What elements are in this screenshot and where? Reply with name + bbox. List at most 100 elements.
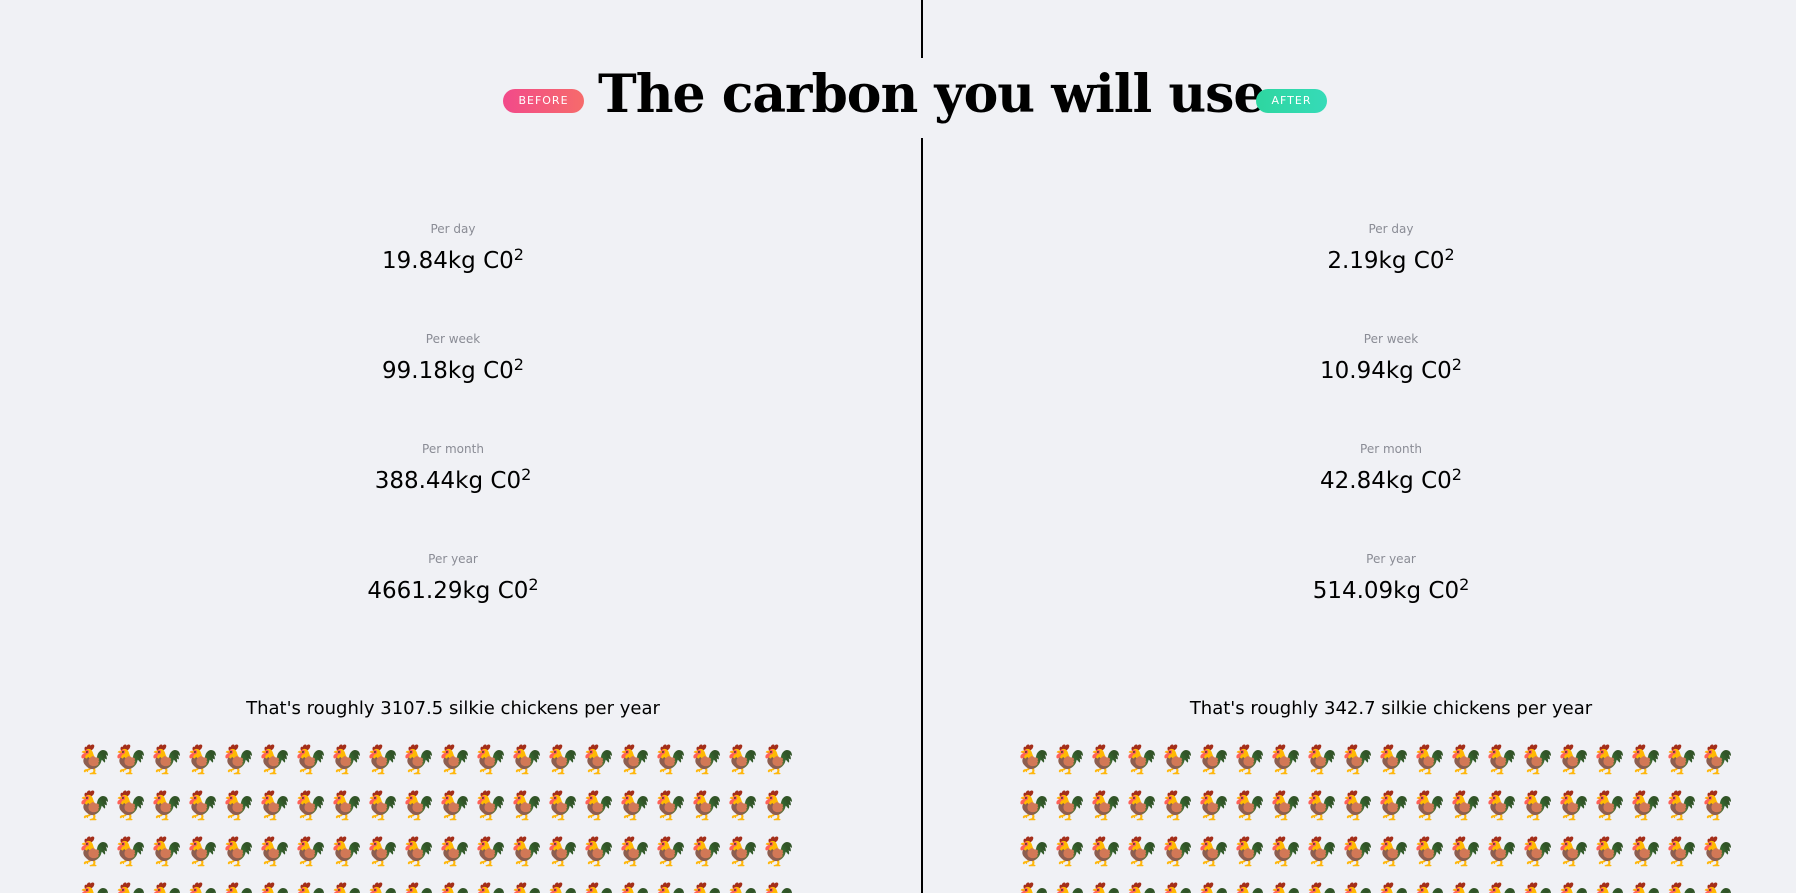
chicken-icon: 🐓 [1591, 835, 1627, 868]
chicken-icon: 🐓 [1555, 743, 1591, 776]
chicken-icon: 🐓 [76, 743, 112, 776]
chicken-icon: 🐓 [328, 789, 364, 822]
stat-value: 10.94kg C02 [923, 355, 1796, 386]
stat-number: 514.09kg C0 [1312, 578, 1460, 604]
chicken-icon: 🐓 [1339, 878, 1375, 893]
chicken-icon: 🐓 [1195, 835, 1231, 868]
chicken-icon: 🐓 [1339, 743, 1375, 776]
chicken-icon: 🐓 [1447, 789, 1483, 822]
chicken-icon: 🐓 [1087, 743, 1123, 776]
chicken-icon: 🐓 [1231, 835, 1267, 868]
chicken-icon: 🐓 [1195, 878, 1231, 893]
chicken-icon: 🐓 [1267, 743, 1303, 776]
chicken-icon: 🐓 [364, 789, 400, 822]
before-chicken-grid: 🐓 🐓 🐓 🐓 🐓 🐓 🐓 🐓 🐓 🐓 🐓 🐓 🐓 🐓 🐓 🐓 🐓 🐓 🐓 🐓 🐓 🐓 🐓 🐓 🐓 🐓 🐓 🐓 🐓 🐓 🐓 🐓 🐓 🐓 🐓 🐓 🐓 🐓 🐓 🐓… [76, 740, 796, 893]
chicken-icon: 🐓 [1663, 878, 1699, 893]
chicken-icon: 🐓 [1123, 789, 1159, 822]
chicken-icon: 🐓 [256, 835, 292, 868]
stat-number: 99.18kg C0 [382, 358, 514, 384]
stat-label: Per day [430, 222, 476, 236]
chicken-icon: 🐓 [472, 789, 508, 822]
chicken-icon: 🐓 [1663, 789, 1699, 822]
chicken-icon: 🐓 [1303, 743, 1339, 776]
chicken-icon: 🐓 [1663, 835, 1699, 868]
chicken-icon: 🐓 [1303, 835, 1339, 868]
stat-value: 4661.29kg C02 [0, 575, 906, 606]
chicken-icon: 🐓 [1015, 878, 1051, 893]
chicken-icon: 🐓 [112, 743, 148, 776]
chicken-icon: 🐓 [580, 878, 616, 893]
stat-superscript: 2 [1444, 245, 1455, 264]
chicken-icon: 🐓 [544, 743, 580, 776]
chicken-icon: 🐓 [1627, 835, 1663, 868]
chicken-icon: 🐓 [760, 743, 796, 776]
chicken-icon: 🐓 [1519, 878, 1555, 893]
chicken-icon: 🐓 [1159, 835, 1195, 868]
chicken-icon: 🐓 [1231, 743, 1267, 776]
chicken-icon: 🐓 [184, 743, 220, 776]
chicken-icon: 🐓 [256, 789, 292, 822]
chicken-icon: 🐓 [1627, 878, 1663, 893]
chicken-icon: 🐓 [76, 789, 112, 822]
chicken-icon: 🐓 [256, 743, 292, 776]
chicken-icon: 🐓 [328, 835, 364, 868]
chicken-icon: 🐓 [220, 835, 256, 868]
chicken-icon: 🐓 [1375, 878, 1411, 893]
chicken-icon: 🐓 [688, 743, 724, 776]
chicken-icon: 🐓 [436, 743, 472, 776]
chicken-icon: 🐓 [1483, 789, 1519, 822]
chicken-icon: 🐓 [652, 789, 688, 822]
chicken-icon: 🐓 [652, 835, 688, 868]
after-chickens-text: That's roughly 342.7 silkie chickens per… [1189, 698, 1593, 719]
before-badge: BEFORE [503, 89, 584, 113]
chicken-icon: 🐓 [1591, 789, 1627, 822]
chicken-icon: 🐓 [400, 878, 436, 893]
chicken-icon: 🐓 [148, 835, 184, 868]
stat-value: 514.09kg C02 [923, 575, 1796, 606]
chicken-icon: 🐓 [1051, 835, 1087, 868]
chicken-icon: 🐓 [472, 878, 508, 893]
chicken-icon: 🐓 [1555, 835, 1591, 868]
chicken-icon: 🐓 [1555, 789, 1591, 822]
chicken-icon: 🐓 [292, 835, 328, 868]
chicken-icon: 🐓 [508, 743, 544, 776]
chicken-icon: 🐓 [1087, 789, 1123, 822]
chicken-icon: 🐓 [292, 789, 328, 822]
chicken-icon: 🐓 [1519, 835, 1555, 868]
chicken-icon: 🐓 [328, 743, 364, 776]
stat-label: Per year [1366, 552, 1416, 566]
chicken-icon: 🐓 [76, 835, 112, 868]
after-stat-per-day: Per day 2.19kg C02 [923, 221, 1796, 276]
chicken-icon: 🐓 [1303, 878, 1339, 893]
chicken-icon: 🐓 [760, 789, 796, 822]
chicken-icon: 🐓 [580, 835, 616, 868]
chicken-icon: 🐓 [724, 878, 760, 893]
chicken-icon: 🐓 [1411, 743, 1447, 776]
page-title: The carbon you will use... [598, 64, 1318, 125]
chicken-icon: 🐓 [292, 878, 328, 893]
chicken-icon: 🐓 [1159, 743, 1195, 776]
stat-superscript: 2 [1451, 465, 1462, 484]
chicken-icon: 🐓 [1519, 789, 1555, 822]
chicken-icon: 🐓 [1267, 878, 1303, 893]
after-stat-per-month: Per month 42.84kg C02 [923, 441, 1796, 496]
chicken-icon: 🐓 [724, 789, 760, 822]
chicken-icon: 🐓 [616, 743, 652, 776]
stat-number: 2.19kg C0 [1327, 248, 1445, 274]
chicken-icon: 🐓 [1195, 789, 1231, 822]
chicken-icon: 🐓 [436, 789, 472, 822]
chicken-icon: 🐓 [544, 835, 580, 868]
stat-label: Per month [422, 442, 484, 456]
chicken-icon: 🐓 [1375, 789, 1411, 822]
chicken-icon: 🐓 [400, 835, 436, 868]
after-badge: AFTER [1256, 89, 1327, 113]
before-stat-per-month: Per month 388.44kg C02 [0, 441, 906, 496]
chicken-icon: 🐓 [508, 789, 544, 822]
chicken-icon: 🐓 [652, 743, 688, 776]
chicken-icon: 🐓 [1411, 789, 1447, 822]
stat-number: 4661.29kg C0 [367, 578, 529, 604]
chicken-icon: 🐓 [256, 878, 292, 893]
chicken-icon: 🐓 [1699, 743, 1735, 776]
chicken-icon: 🐓 [1339, 835, 1375, 868]
chicken-icon: 🐓 [1231, 878, 1267, 893]
